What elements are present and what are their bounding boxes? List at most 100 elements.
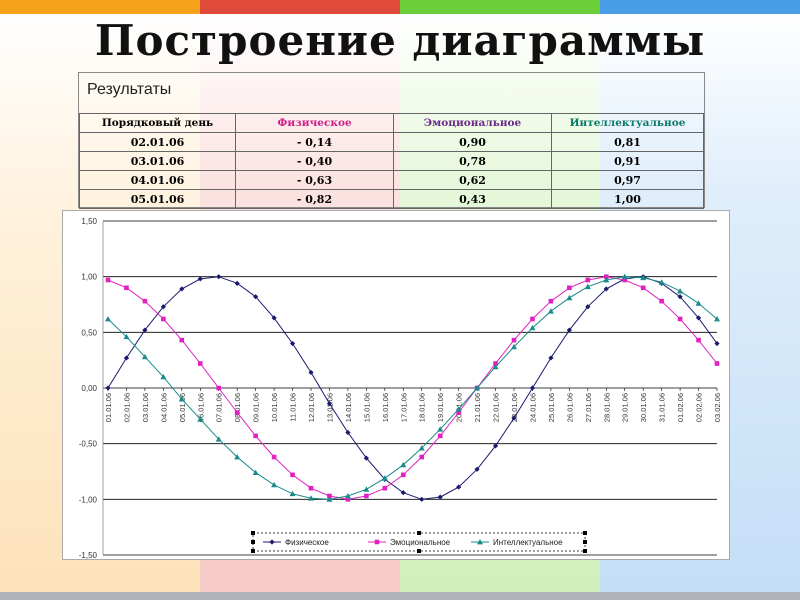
data-point-intellectual <box>621 273 628 280</box>
data-point-emotional <box>142 298 148 304</box>
series-line-physical <box>107 276 718 500</box>
x-tick-label: 02.01.06 <box>122 393 131 422</box>
data-point-emotional <box>456 410 461 415</box>
data-point-intellectual <box>344 492 351 499</box>
data-point-emotional <box>437 433 443 439</box>
data-point-intellectual <box>381 475 388 481</box>
data-point-intellectual <box>326 496 333 502</box>
data-point-intellectual <box>474 385 481 391</box>
data-point-intellectual <box>584 283 591 290</box>
x-tick-label: 09.01.06 <box>252 393 261 422</box>
data-point-emotional <box>714 361 720 366</box>
data-point-intellectual <box>640 274 647 281</box>
cell-day: 03.01.06 <box>79 151 236 171</box>
legend-handle <box>417 549 421 553</box>
x-tick-label: 21.01.06 <box>473 393 482 422</box>
x-tick-label: 27.01.06 <box>584 393 593 422</box>
results-caption: Результаты <box>87 81 172 98</box>
data-point-emotional <box>548 298 554 304</box>
cell-physical: - 0,82 <box>235 189 394 209</box>
top-band-blue <box>600 0 800 14</box>
data-point-emotional <box>179 337 185 343</box>
x-tick-label: 19.01.06 <box>436 393 445 422</box>
y-tick-label: 1,00 <box>81 273 97 282</box>
data-point-physical <box>160 304 166 310</box>
data-point-intellectual <box>123 333 130 340</box>
y-tick-label: 0,50 <box>81 328 97 337</box>
data-point-intellectual <box>566 294 573 301</box>
x-tick-label: 05.01.06 <box>178 393 187 422</box>
top-band-red <box>200 0 400 14</box>
x-tick-label: 01.02.06 <box>676 393 685 422</box>
data-point-intellectual <box>234 454 241 460</box>
data-point-intellectual <box>308 495 314 501</box>
data-point-intellectual <box>547 308 554 314</box>
y-tick-label: -1,50 <box>79 551 98 559</box>
results-table-box: Результаты Порядковый день Физическое Эм… <box>78 72 705 209</box>
data-point-emotional <box>659 298 664 304</box>
header-day: Порядковый день <box>79 113 236 133</box>
data-point-intellectual <box>455 406 462 412</box>
x-tick-label: 08.01.06 <box>233 393 242 422</box>
data-point-physical <box>714 340 720 347</box>
legend-marker-emotional <box>374 539 380 545</box>
cell-emotional: 0,90 <box>393 132 552 152</box>
data-point-emotional <box>677 316 683 322</box>
cell-day: 05.01.06 <box>79 189 236 209</box>
table-row: 02.01.06 - 0,14 0,90 0,81 <box>79 132 704 152</box>
data-point-intellectual <box>658 279 665 285</box>
x-tick-label: 06.01.06 <box>196 393 205 422</box>
y-tick-label: 1,50 <box>81 217 97 226</box>
data-point-physical <box>253 294 259 300</box>
data-point-intellectual <box>215 436 222 442</box>
x-tick-label: 07.01.06 <box>215 393 224 422</box>
data-point-emotional <box>530 316 535 322</box>
data-point-emotional <box>419 454 425 460</box>
data-point-emotional <box>216 385 222 391</box>
data-point-emotional <box>161 316 166 322</box>
data-point-intellectual <box>437 426 444 432</box>
header-physical: Физическое <box>235 113 394 133</box>
data-point-emotional <box>585 277 591 283</box>
data-point-physical <box>123 355 130 361</box>
data-point-intellectual <box>271 481 278 488</box>
header-emotional: Эмоциональное <box>393 113 552 133</box>
x-tick-label: 03.01.06 <box>141 393 150 422</box>
top-band-green <box>400 0 600 14</box>
cell-day: 04.01.06 <box>79 170 236 190</box>
data-point-physical <box>603 286 609 292</box>
x-tick-label: 11.01.06 <box>289 393 298 422</box>
cell-physical: - 0,40 <box>235 151 394 171</box>
x-tick-label: 18.01.06 <box>418 393 427 422</box>
legend-handle <box>251 531 255 535</box>
data-point-physical <box>529 385 536 391</box>
data-point-emotional <box>124 285 129 291</box>
y-tick-label: -1,00 <box>79 495 98 504</box>
data-point-emotional <box>253 433 258 439</box>
data-point-emotional <box>197 361 203 366</box>
data-point-emotional <box>308 485 314 491</box>
data-point-intellectual <box>178 396 185 402</box>
cell-physical: - 0,14 <box>235 132 394 152</box>
results-table: Порядковый день Физическое Эмоциональное… <box>79 113 704 209</box>
x-tick-label: 26.01.06 <box>565 393 574 422</box>
x-tick-label: 10.01.06 <box>270 393 279 422</box>
data-point-emotional <box>511 337 517 343</box>
legend-handle <box>251 549 255 553</box>
data-point-intellectual <box>363 486 370 492</box>
slide-title: Построение диаграммы <box>94 16 706 65</box>
cell-emotional: 0,78 <box>393 151 552 171</box>
x-tick-label: 23.01.06 <box>510 393 519 422</box>
data-point-intellectual <box>695 300 702 306</box>
x-tick-label: 16.01.06 <box>381 393 390 422</box>
x-tick-label: 04.01.06 <box>159 393 168 422</box>
cell-emotional: 0,43 <box>393 189 552 209</box>
data-point-emotional <box>567 285 572 291</box>
series-line-intellectual <box>107 276 718 500</box>
legend-handle <box>417 531 421 535</box>
data-point-physical <box>677 294 683 300</box>
legend-marker-intellectual <box>477 539 483 545</box>
x-tick-label: 24.01.06 <box>528 393 537 422</box>
data-point-intellectual <box>418 445 425 451</box>
data-point-intellectual <box>252 469 259 476</box>
